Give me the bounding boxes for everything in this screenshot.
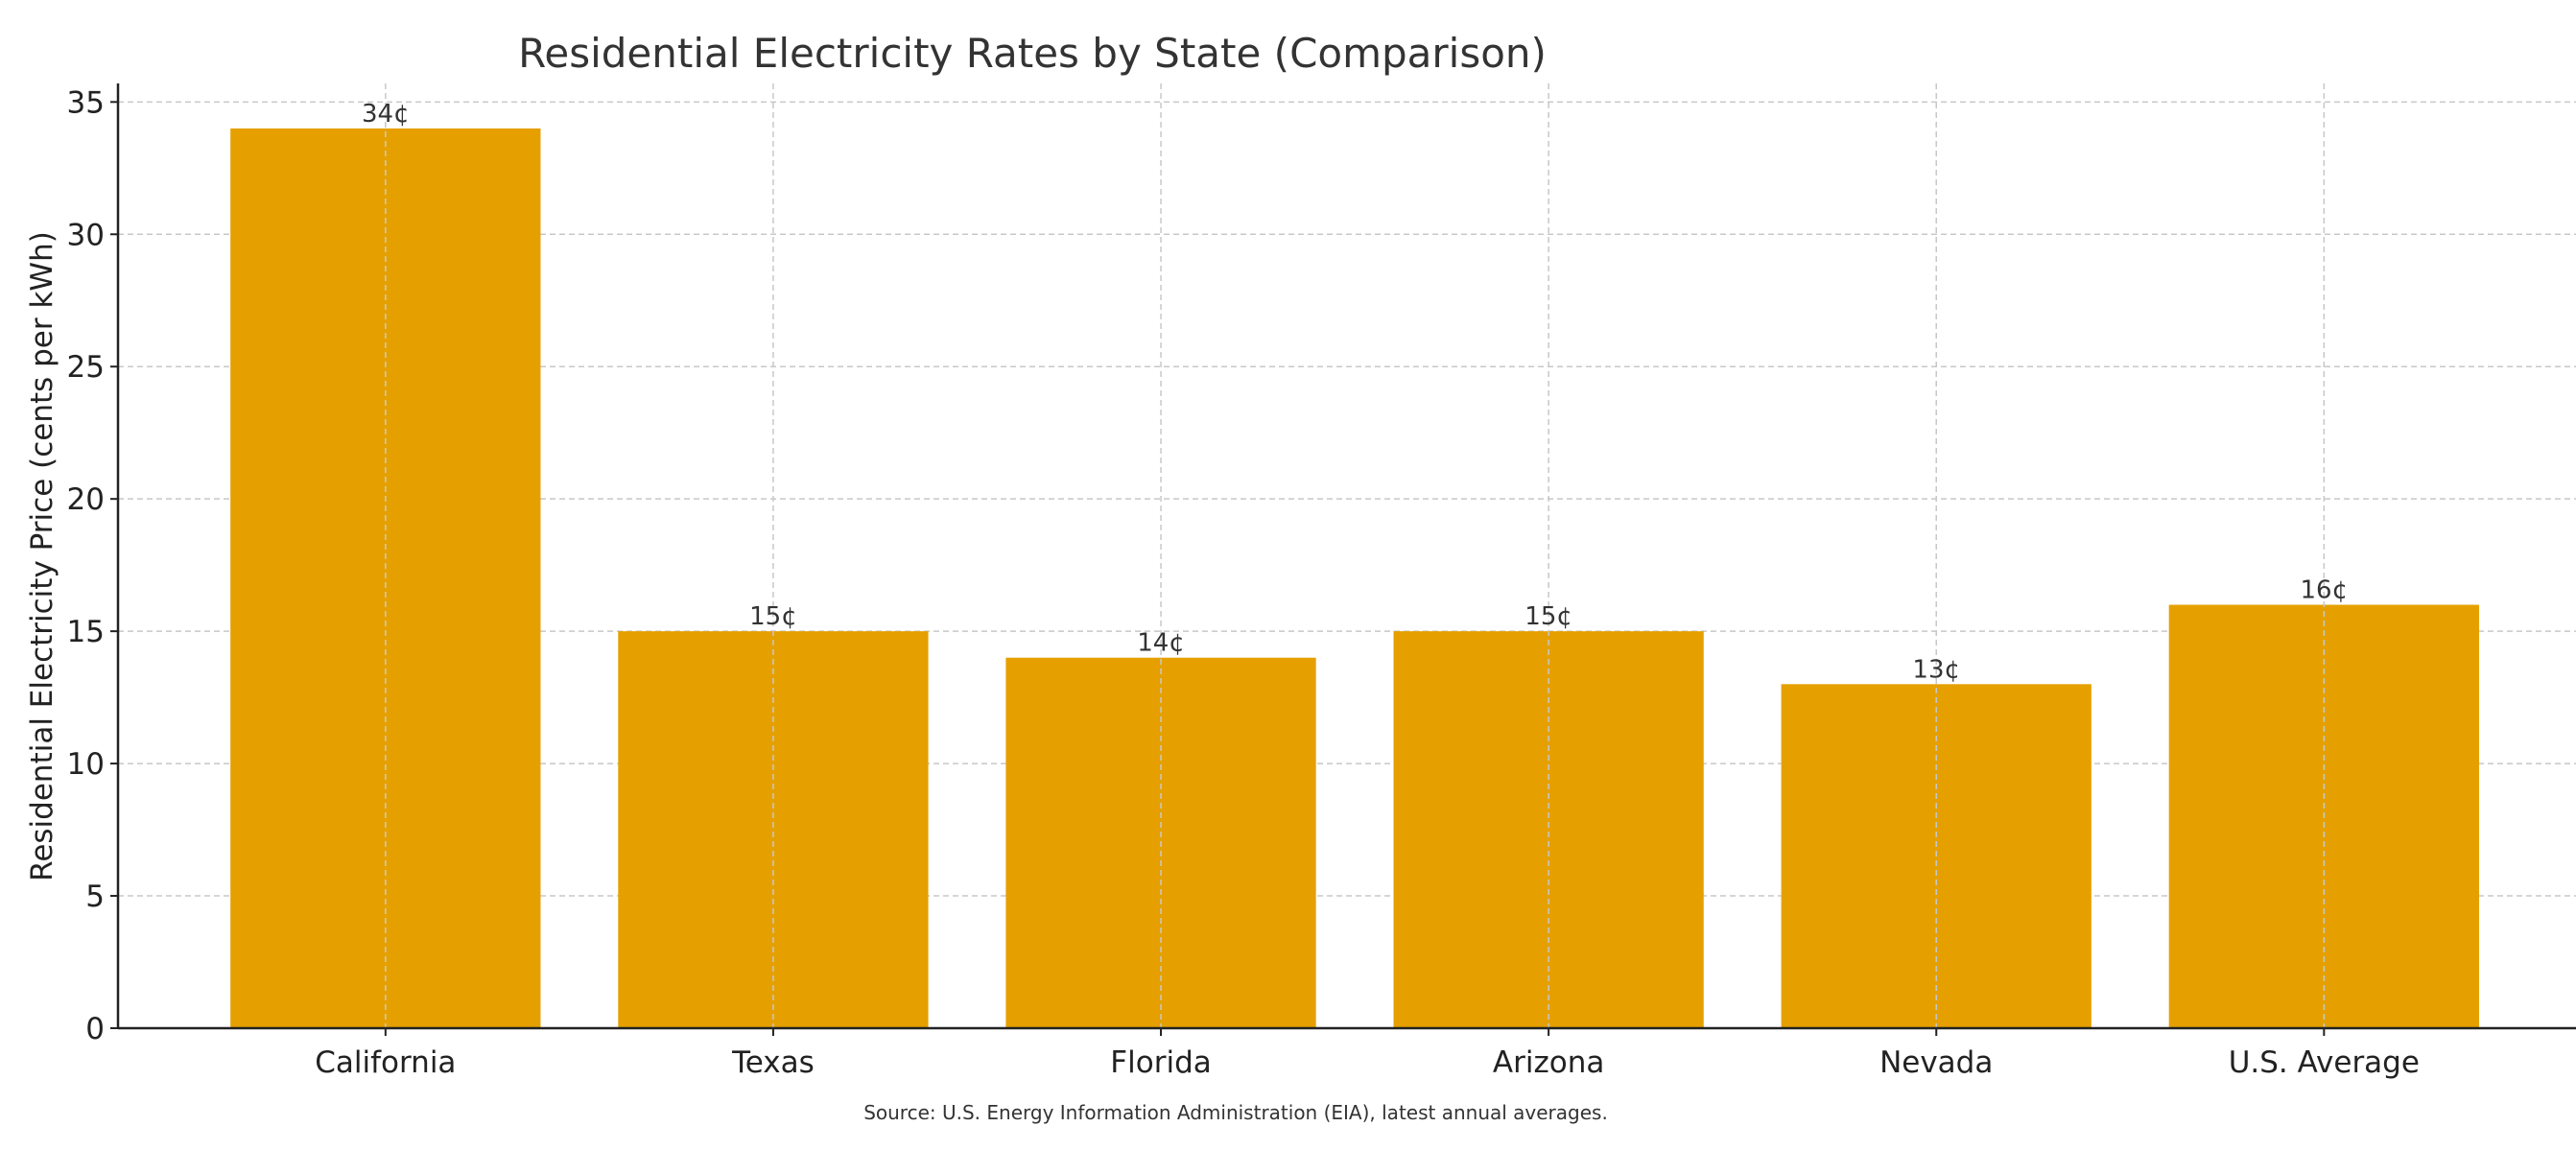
y-tick-label: 20 bbox=[67, 482, 105, 517]
bar-value-label: 16¢ bbox=[2301, 576, 2349, 605]
y-axis: 0 5 10 15 20 25 30 35 bbox=[67, 83, 120, 1046]
gridlines bbox=[118, 101, 2576, 897]
y-tick-label: 25 bbox=[67, 350, 105, 385]
x-axis: California Texas Florida Arizona Nevada U.S. … bbox=[118, 1026, 2576, 1080]
bars bbox=[230, 128, 2479, 1028]
y-tick-label: 5 bbox=[85, 880, 105, 914]
x-tick-label: Texas bbox=[731, 1045, 815, 1080]
x-gridlines bbox=[385, 83, 2326, 1028]
x-tick-label: Nevada bbox=[1879, 1045, 1993, 1080]
x-tick-label: Florida bbox=[1110, 1045, 1211, 1080]
bar-value-label: 34¢ bbox=[362, 100, 410, 129]
y-tick-label: 35 bbox=[67, 85, 105, 120]
y-tick-label: 15 bbox=[67, 615, 105, 649]
source-footnote: Source: U.S. Energy Information Administ… bbox=[863, 1101, 1608, 1124]
y-tick-label: 30 bbox=[67, 218, 105, 252]
x-tick-label: Arizona bbox=[1493, 1045, 1604, 1080]
x-tick-label: U.S. Average bbox=[2229, 1045, 2420, 1080]
bar-value-label: 13¢ bbox=[1912, 655, 1960, 684]
chart-title: Residential Electricity Rates by State (… bbox=[518, 30, 1547, 77]
bar-value-label: 14¢ bbox=[1137, 629, 1185, 658]
y-tick-label: 0 bbox=[85, 1012, 105, 1046]
x-tick-label: California bbox=[315, 1045, 456, 1080]
bar-value-labels: 34¢ 15¢ 14¢ 15¢ 13¢ 16¢ bbox=[362, 100, 2348, 684]
y-tick-label: 10 bbox=[67, 747, 105, 782]
y-axis-label: Residential Electricity Price (cents per… bbox=[25, 231, 59, 881]
bar-value-label: 15¢ bbox=[1524, 602, 1572, 631]
bar-value-label: 15¢ bbox=[749, 602, 797, 631]
